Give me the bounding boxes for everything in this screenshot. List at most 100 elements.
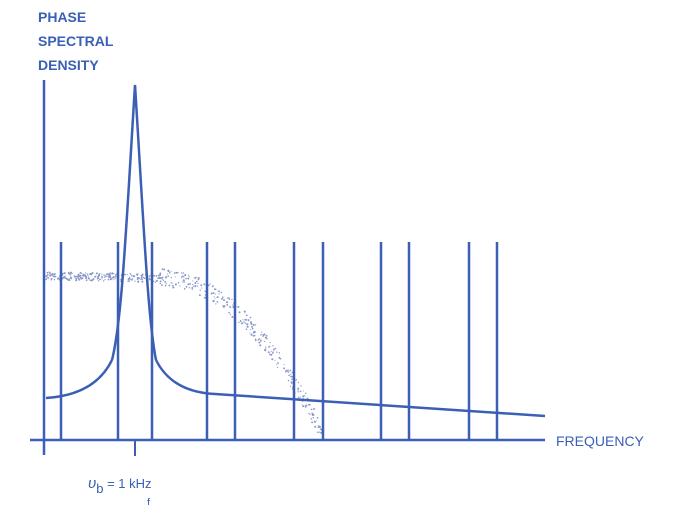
noise-dot	[216, 300, 219, 303]
noise-dot	[295, 378, 298, 381]
noise-dot	[50, 279, 52, 281]
noise-dot	[196, 285, 199, 287]
noise-dot	[164, 280, 167, 283]
noise-dot	[58, 277, 60, 280]
noise-dot	[68, 279, 71, 282]
noise-dot	[113, 273, 115, 275]
noise-dot	[85, 275, 88, 279]
noise-dot	[258, 338, 261, 340]
noise-dot	[318, 425, 321, 429]
noise-dot	[109, 278, 112, 281]
noise-dot	[90, 273, 93, 276]
noise-dot	[297, 396, 300, 399]
noise-dot	[98, 274, 101, 277]
noise-dot	[218, 290, 221, 293]
noise-dot	[54, 275, 57, 278]
noise-dot	[49, 271, 51, 274]
noise-dot	[79, 276, 82, 279]
noise-dot	[101, 278, 103, 280]
noise-dot	[276, 366, 279, 369]
noise-dot	[213, 288, 216, 291]
noise-dot	[181, 276, 183, 278]
noise-dot	[308, 412, 310, 415]
noise-dot	[259, 344, 262, 347]
noise-dot	[277, 362, 279, 364]
noise-dot	[137, 276, 140, 280]
noise-dot	[303, 390, 305, 392]
noise-dot	[250, 329, 252, 331]
noise-dot	[302, 404, 303, 406]
noise-dot	[109, 272, 111, 275]
noise-dot	[245, 328, 248, 331]
noise-dot	[272, 348, 276, 351]
noise-dot	[314, 425, 317, 428]
noise-dot	[81, 272, 83, 275]
noise-dot	[77, 275, 79, 278]
title-line-3: DENSITY	[38, 57, 99, 73]
noise-dot	[317, 431, 319, 433]
noise-dot	[188, 287, 191, 289]
noise-dot	[128, 280, 130, 283]
noise-dot	[90, 279, 94, 282]
noise-dot	[188, 275, 190, 278]
marker-value: = 1 kHz	[103, 476, 151, 491]
noise-dot	[75, 277, 78, 280]
noise-dot	[297, 381, 300, 384]
noise-dot	[49, 274, 52, 277]
noise-dot	[45, 278, 47, 281]
noise-dot	[86, 273, 88, 275]
noise-dot	[196, 276, 198, 278]
noise-dot	[155, 275, 158, 277]
noise-dot	[238, 311, 241, 314]
noise-dot	[74, 275, 77, 278]
noise-dot	[215, 293, 217, 295]
noise-dot	[199, 289, 202, 291]
noise-dot	[290, 374, 292, 376]
noise-dot	[162, 279, 165, 281]
noise-dot	[218, 293, 220, 295]
noise-dot	[88, 273, 91, 275]
noise-dot	[165, 282, 167, 284]
noise-dot	[312, 408, 315, 410]
noise-dot	[211, 286, 213, 288]
noise-dot	[70, 277, 73, 280]
noise-dot	[167, 275, 170, 278]
noise-dot	[265, 334, 268, 337]
noise-dot	[187, 277, 190, 280]
noise-dot	[133, 275, 136, 277]
noise-dot	[217, 290, 220, 292]
noise-dot	[254, 338, 257, 340]
noise-dot	[271, 352, 274, 354]
noise-dot	[260, 331, 263, 333]
noise-dot	[257, 339, 260, 341]
noise-dot	[307, 404, 310, 406]
noise-dot	[265, 346, 267, 348]
noise-dot	[101, 276, 104, 278]
noise-dot	[181, 275, 184, 278]
noise-dot	[291, 378, 293, 380]
noise-dot	[47, 276, 49, 279]
noise-dot	[159, 280, 162, 283]
noise-dot	[204, 290, 206, 292]
noise-dot	[247, 319, 249, 321]
noise-dot	[279, 357, 282, 360]
noise-dot	[249, 332, 251, 334]
noise-dot	[247, 319, 250, 322]
noise-dot	[262, 333, 266, 336]
noise-dot	[69, 271, 73, 274]
noise-dot	[157, 274, 160, 277]
noise-dot	[287, 379, 290, 382]
noise-dot	[102, 280, 105, 282]
noise-dot	[68, 278, 71, 280]
noise-dot	[251, 327, 254, 330]
noise-dot	[245, 314, 248, 317]
noise-dot	[136, 275, 138, 277]
noise-dot	[53, 275, 56, 278]
noise-dot	[244, 322, 246, 324]
noise-dot	[231, 315, 234, 319]
noise-dot	[264, 348, 267, 351]
noise-dot	[304, 392, 307, 395]
noise-dot	[311, 421, 314, 424]
noise-dot	[259, 339, 262, 342]
noise-dot	[200, 284, 203, 287]
